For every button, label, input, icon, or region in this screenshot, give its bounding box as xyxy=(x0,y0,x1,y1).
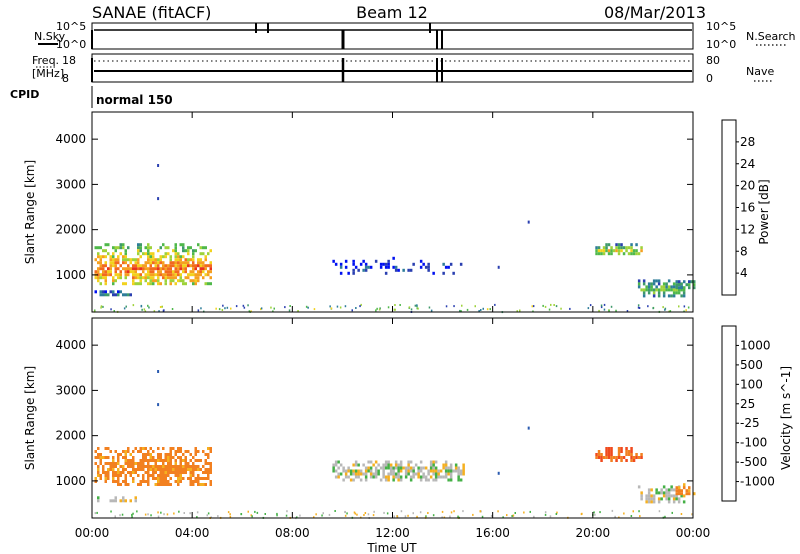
nsky-label: N.Sky xyxy=(34,30,66,43)
velocity-colorbar-tick: 100 xyxy=(740,377,763,391)
xtick-label: 00:00 xyxy=(676,526,711,540)
nsky-tick-top: 10^5 xyxy=(56,20,86,33)
xlabel: Time UT xyxy=(366,541,417,554)
cpid-mode: normal 150 xyxy=(96,93,173,107)
power-panel xyxy=(93,164,696,314)
power-colorbar: 28 24 20 16 12 8 4 xyxy=(721,119,755,296)
power-colorbar-tick: 20 xyxy=(740,179,755,193)
nave-tick-bottom: 0 xyxy=(706,72,713,85)
nsearch-label: N.Search xyxy=(746,30,796,43)
velocity-region-3 xyxy=(595,447,643,462)
power-ylabel: Slant Range [km] xyxy=(23,160,37,264)
xtick-label: 12:00 xyxy=(375,526,410,540)
velocity-colorbar-tick: -500 xyxy=(740,455,767,469)
nave-label: Nave xyxy=(746,65,774,78)
velocity-colorbar-tick: 500 xyxy=(740,358,763,372)
velocity-ytick-label: 2000 xyxy=(55,429,86,443)
beam-label: Beam 12 xyxy=(356,3,428,22)
power-colorbar-tick: 28 xyxy=(740,135,755,149)
power-colorbar-tick: 8 xyxy=(740,244,748,258)
velocity-region-2 xyxy=(332,460,465,482)
velocity-colorbar-tick: 25 xyxy=(740,397,755,411)
velocity-colorbar-label: Velocity [m s^-1] xyxy=(779,366,793,470)
nave-tick-top: 80 xyxy=(706,54,720,67)
velocity-panel-frame xyxy=(91,317,694,519)
velocity-colorbar-tick: -25 xyxy=(740,416,760,430)
power-region-3 xyxy=(595,243,643,256)
power-colorbar-label: Power [dB] xyxy=(757,179,771,244)
velocity-colorbar-tick: -1000 xyxy=(740,475,775,489)
velocity-colorbar-tick: 1000 xyxy=(740,338,771,352)
power-ytick-label: 1000 xyxy=(55,268,86,282)
nsearch-tick-bottom: 10^0 xyxy=(706,38,736,51)
power-colorbar-tick: 16 xyxy=(740,201,755,215)
station-title: SANAE (fitACF) xyxy=(92,3,211,22)
velocity-ground-scatter xyxy=(94,370,694,520)
freq-tick-bottom: 8 xyxy=(62,72,69,85)
power-region-0 xyxy=(94,243,212,286)
freq-panel: Freq. [MHz] 18 8 80 0 Nave xyxy=(32,53,774,85)
velocity-region-0 xyxy=(94,447,212,486)
power-colorbar-tick: 24 xyxy=(740,157,755,171)
xtick-label: 04:00 xyxy=(175,526,210,540)
velocity-region-1 xyxy=(97,496,137,503)
power-ytick-label: 4000 xyxy=(55,132,86,146)
cpid-label: CPID xyxy=(10,88,39,101)
freq-label: Freq. xyxy=(32,54,59,67)
nsearch-tick-top: 10^5 xyxy=(706,20,736,33)
power-region-2 xyxy=(332,256,463,275)
velocity-ylabel: Slant Range [km] xyxy=(23,366,37,470)
freq-unit: [MHz] xyxy=(32,67,64,80)
date-label: 08/Mar/2013 xyxy=(604,3,706,22)
velocity-ytick-label: 3000 xyxy=(55,383,86,397)
power-ytick-label: 2000 xyxy=(55,223,86,237)
velocity-region-5 xyxy=(675,483,696,496)
nsky-panel: N.Sky 10^5 10^0 10^5 10^0 N.Search xyxy=(34,20,796,51)
velocity-ytick-label: 1000 xyxy=(55,474,86,488)
nsky-tick-bottom: 10^0 xyxy=(56,38,86,51)
power-ytick-label: 3000 xyxy=(55,177,86,191)
power-ground-scatter xyxy=(93,164,690,314)
freq-tick-top: 18 xyxy=(62,54,76,67)
power-colorbar-tick: 12 xyxy=(740,222,755,236)
velocity-colorbar: 1000 500 100 25 -25 -100 -500 -1000 xyxy=(721,325,775,502)
velocity-colorbar-tick: -100 xyxy=(740,436,767,450)
axes-group: 4000 3000 2000 1000 4000 3000 2000 1000 00:00 04:… xyxy=(55,112,710,540)
power-colorbar-tick: 4 xyxy=(740,266,748,280)
xtick-label: 00:00 xyxy=(75,526,110,540)
velocity-panel xyxy=(94,370,696,520)
xtick-label: 20:00 xyxy=(576,526,611,540)
power-region-5 xyxy=(675,280,696,290)
xtick-label: 08:00 xyxy=(275,526,310,540)
xtick-label: 16:00 xyxy=(475,526,510,540)
velocity-ytick-label: 4000 xyxy=(55,338,86,352)
power-region-1 xyxy=(94,290,132,297)
